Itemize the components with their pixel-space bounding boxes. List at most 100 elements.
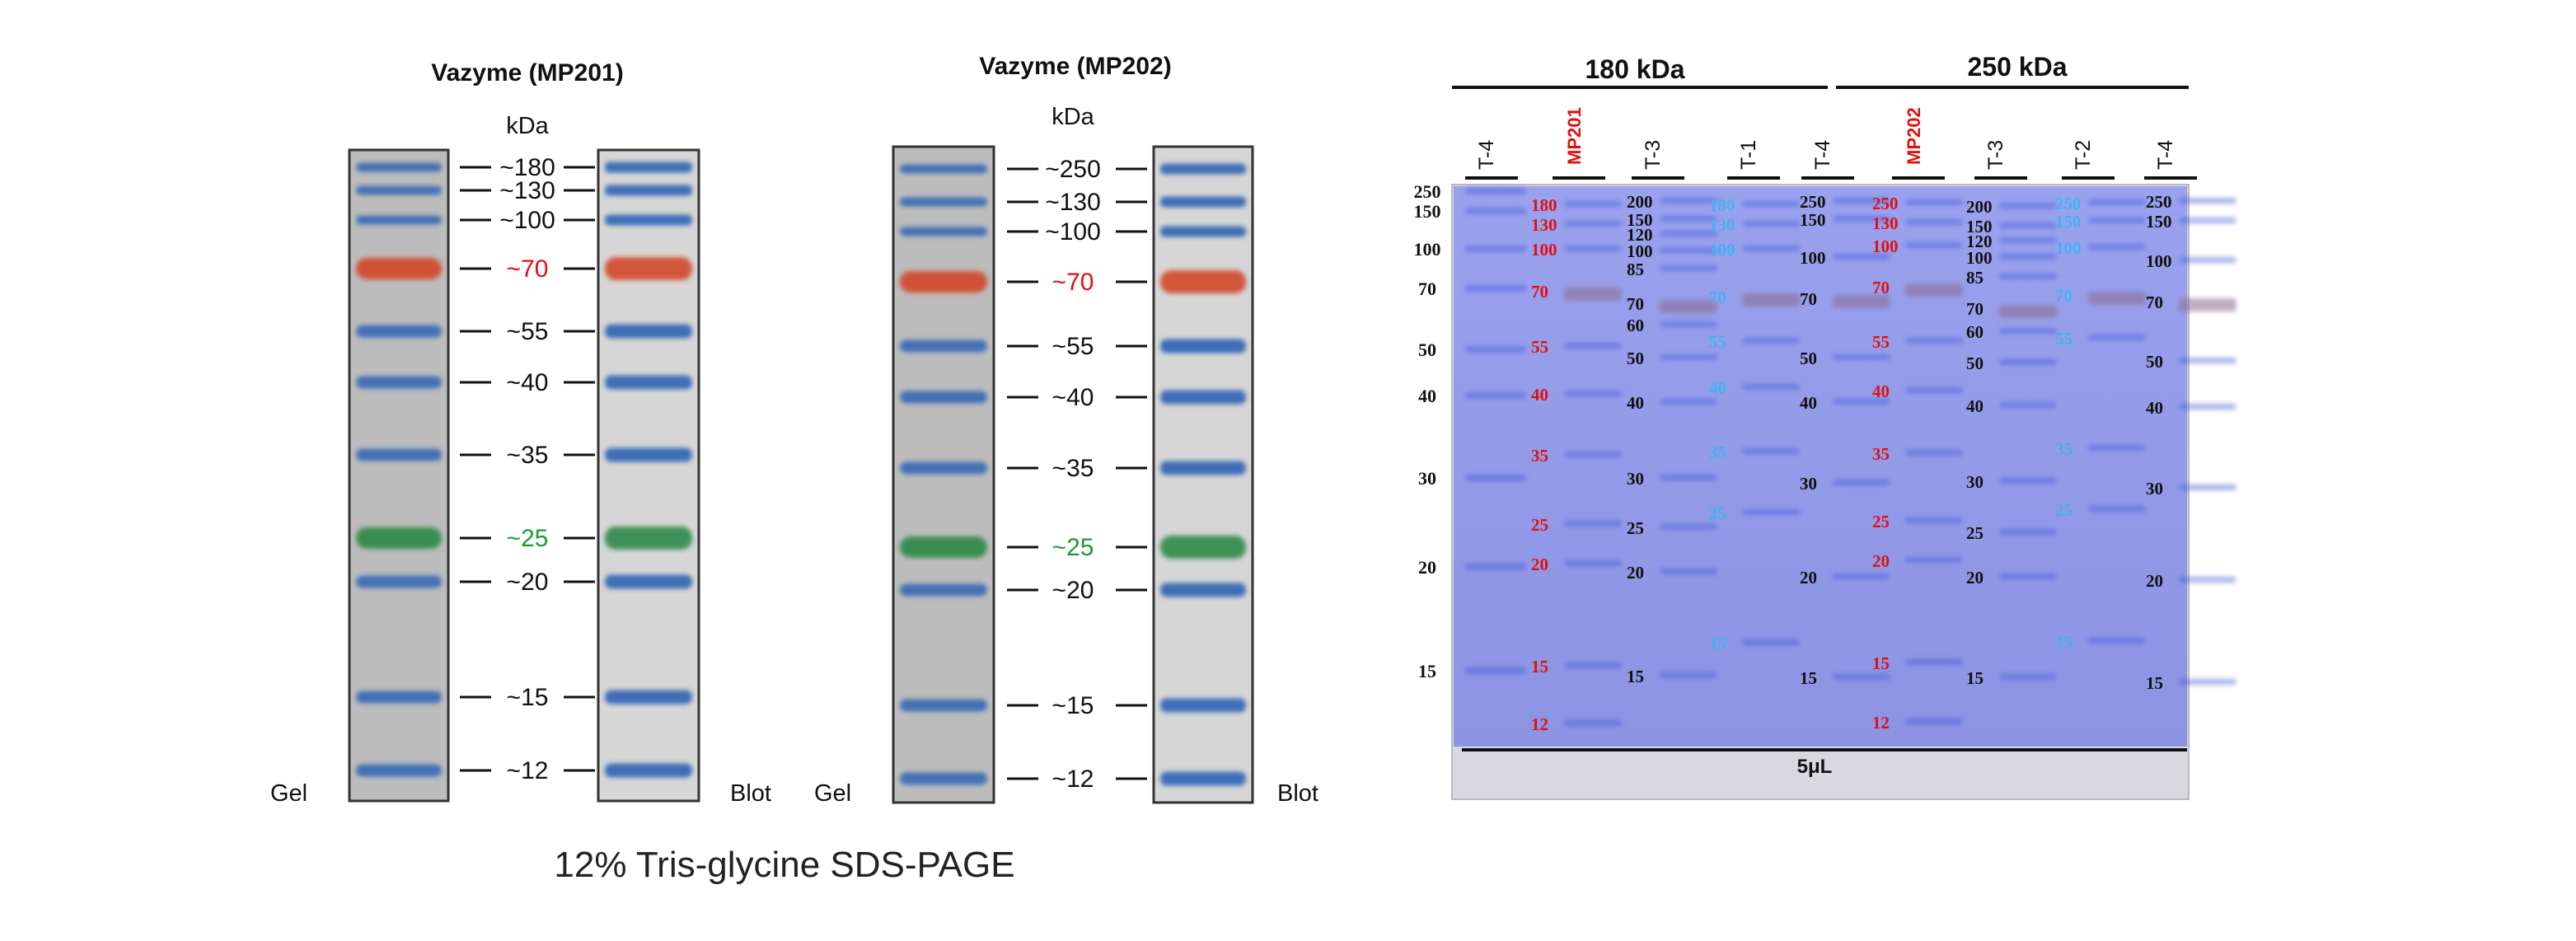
- lane-mw-label: 40: [1800, 393, 1817, 413]
- lane-band: [2179, 218, 2236, 223]
- lane-band: [1905, 387, 1963, 393]
- lane-band: [1905, 219, 1963, 225]
- lane-mw-label: 25: [1966, 523, 1984, 543]
- panel1-gel-band: [356, 185, 442, 195]
- panel2-marker-label: ~130: [1045, 189, 1101, 216]
- lane-band: [1999, 674, 2057, 680]
- load-volume-label: 5μL: [1797, 756, 1833, 778]
- lane-mw-label: 40: [2146, 398, 2163, 418]
- lane-mw-label: 20: [1627, 563, 1644, 583]
- lane-band: [1999, 529, 2057, 535]
- panel2-title: Vazyme (MP202): [979, 53, 1171, 80]
- lane-mw-label: 25: [1709, 503, 1726, 523]
- ladder-mw-label: 250: [1414, 181, 1441, 202]
- lane-mw-label: 15: [1872, 653, 1890, 673]
- lane-band: [1742, 201, 1800, 207]
- lane-band: [1905, 517, 1963, 523]
- lane-band: [2088, 506, 2146, 512]
- lane-mw-label: 150: [1966, 217, 1993, 236]
- lane-band: [1905, 199, 1963, 205]
- lane-band: [2088, 638, 2146, 644]
- panel2-gel-band: [900, 536, 987, 558]
- lane-band: [1660, 354, 1717, 360]
- lane-band: [2179, 404, 2236, 410]
- lane-band: [2179, 257, 2236, 263]
- lane-mw-label: 20: [2146, 571, 2163, 591]
- lane-mw-label: 180: [1531, 195, 1557, 215]
- lane-mw-label: 150: [1627, 210, 1653, 230]
- lane-band: [1742, 639, 1800, 645]
- lane-mw-label: 15: [1627, 667, 1644, 686]
- lane-mw-label: 30: [1627, 469, 1644, 489]
- lane-band: [1660, 569, 1717, 574]
- lane-band: [2179, 198, 2236, 204]
- panel1-blot-band: [605, 447, 692, 462]
- lane-band: [1833, 354, 1890, 360]
- lane-band: [2179, 679, 2236, 685]
- gel-photo-body: [1454, 186, 2187, 747]
- panel2-marker-label: ~15: [1052, 692, 1094, 719]
- lane-mw-label: 100: [2055, 238, 2082, 258]
- panel2-blot-band: [1160, 461, 1246, 475]
- panel2-gel-band: [900, 699, 987, 712]
- panel2-marker-label: ~70: [1052, 269, 1094, 296]
- lane-band: [1905, 338, 1963, 344]
- panel2-gel-band: [900, 461, 987, 475]
- mp201-ladder-panel: Vazyme (MP201) kDa ~180~130 ~100 ~70 ~55 ~40…: [270, 59, 771, 807]
- panel1-blot-band: [605, 214, 692, 226]
- lane-band: [1660, 216, 1717, 222]
- ladder-band: [1465, 246, 1526, 252]
- panel2-blot-band: [1160, 390, 1246, 405]
- lane-band: [1742, 448, 1800, 454]
- lane-band: [1660, 321, 1717, 327]
- lane-band: [1564, 560, 1622, 566]
- lane-mw-label: 200: [1966, 197, 1993, 217]
- lane-mw-label: 15: [1800, 668, 1817, 688]
- lane-mw-label: 70: [1627, 294, 1644, 314]
- lane-band: [1564, 662, 1622, 668]
- lane-band: [1564, 720, 1622, 726]
- panel2-marker-label: ~25: [1052, 534, 1094, 561]
- lane-mw-label: 70: [1800, 289, 1817, 309]
- panel1-marker-label: ~180: [499, 154, 555, 181]
- lane-mw-label: 60: [1627, 316, 1644, 335]
- lane-band: [2179, 577, 2236, 583]
- lane-mw-label: 30: [2146, 479, 2163, 499]
- panel1-marker-label: ~20: [507, 569, 549, 596]
- lane-band: [1999, 274, 2057, 279]
- panel2-blot-band: [1160, 698, 1246, 713]
- gel-photo-mw-labels: 2501501007050403020151801301007055403525…: [1414, 181, 2172, 734]
- lane-mw-label: 70: [1966, 299, 1984, 319]
- lane-label: MP201: [1564, 107, 1585, 165]
- ladder-band: [1465, 346, 1526, 353]
- lane-mw-label: 120: [1627, 225, 1653, 245]
- lane-band: [1660, 247, 1717, 253]
- ladder-mw-label: 15: [1418, 661, 1436, 681]
- ladder-band: [1465, 667, 1526, 674]
- ladder-band: [1465, 392, 1526, 399]
- ladder-mw-label: 20: [1418, 557, 1436, 578]
- panel2-blot-band: [1160, 583, 1246, 597]
- lane-mw-label: 100: [1531, 240, 1557, 260]
- lane-mw-label: 40: [1709, 378, 1726, 398]
- panel2-unit-label: kDa: [1051, 104, 1094, 130]
- lane-band: [1742, 384, 1800, 390]
- lane-mw-label: 15: [1709, 634, 1726, 653]
- panel2-blot-band: [1160, 536, 1246, 559]
- lane-mw-label: 100: [1627, 241, 1653, 261]
- lane-band: [1833, 198, 1890, 204]
- lane-mw-label: 55: [2055, 329, 2073, 349]
- lane-mw-label: 100: [2146, 251, 2172, 271]
- lane-label: T-3: [1642, 140, 1665, 170]
- lane-band: [1833, 254, 1890, 260]
- panel1-marker-label: ~100: [499, 207, 555, 234]
- lane-mw-label: 15: [1531, 657, 1548, 676]
- panel1-marker-label: ~70: [507, 255, 549, 283]
- lane-band: [1660, 524, 1717, 530]
- gel-photo-bands: [1465, 188, 2236, 726]
- panel2-blot-band: [1160, 226, 1246, 237]
- panel1-gel-band: [356, 162, 442, 172]
- panel2-gel-band: [900, 772, 987, 785]
- panel2-marker-label: ~20: [1052, 577, 1094, 604]
